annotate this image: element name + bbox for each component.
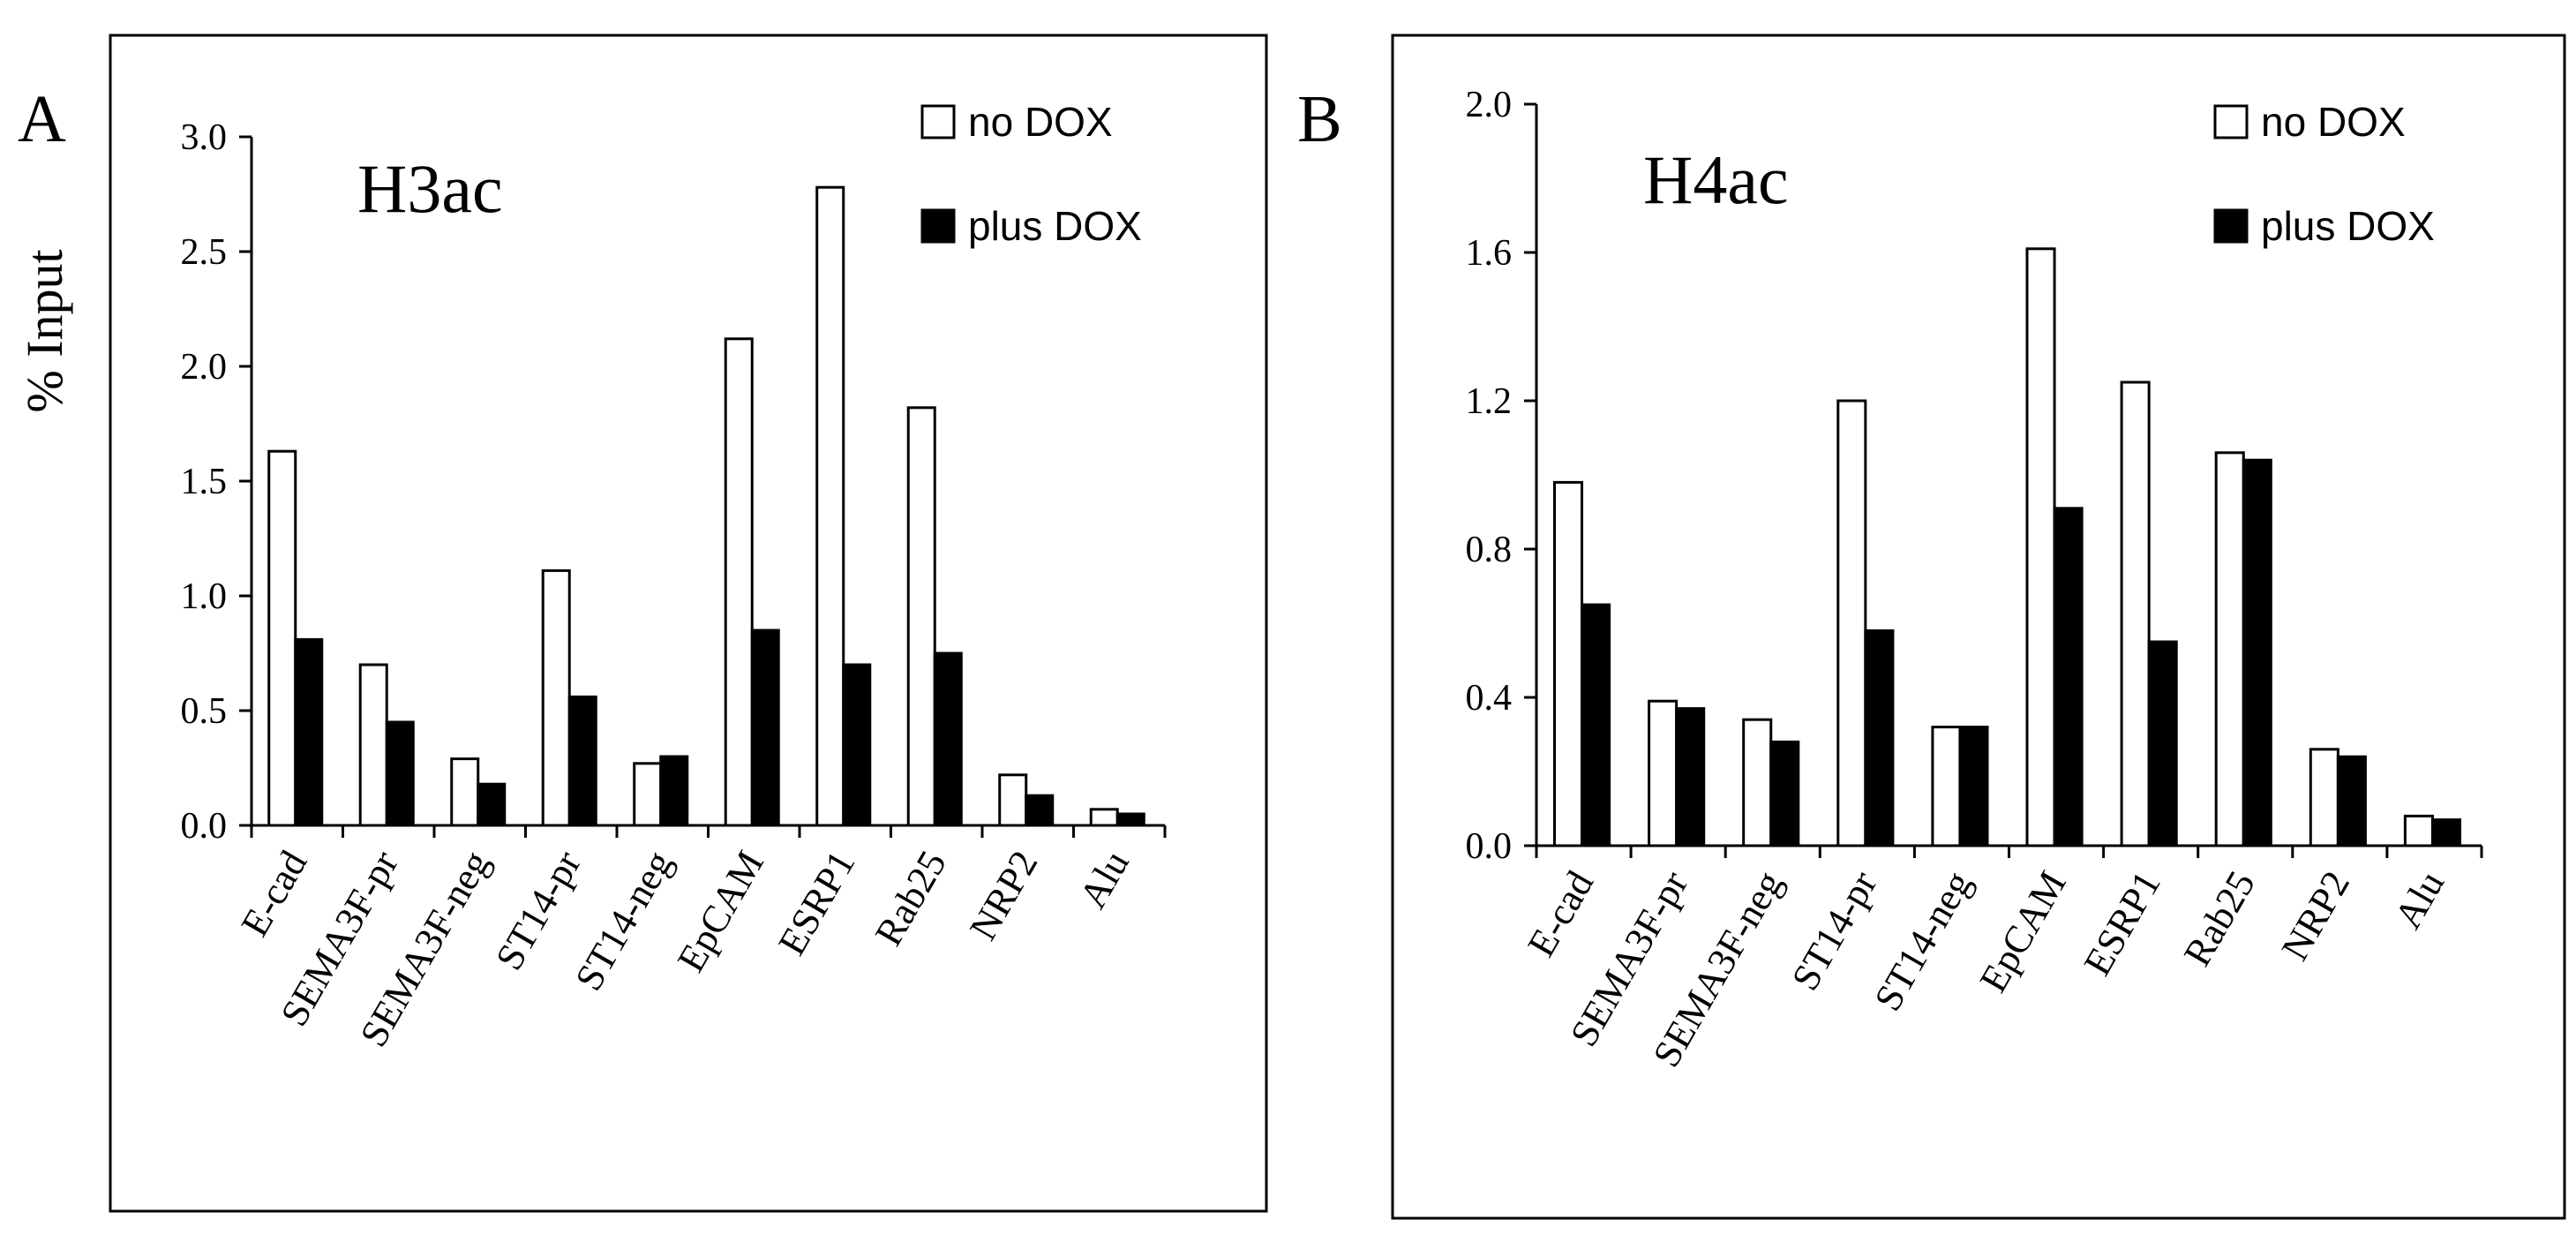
- bar-no-dox: [2403, 814, 2434, 847]
- bar-plus-dox: [1769, 740, 1800, 847]
- y-tick-label: 0.5: [181, 691, 228, 732]
- bar-plus-dox: [2242, 458, 2272, 847]
- panel-frame: [109, 34, 1268, 1213]
- bar-no-dox: [998, 773, 1028, 827]
- bar-plus-dox: [385, 720, 415, 827]
- y-tick-label: 3.0: [181, 117, 228, 158]
- bar-no-dox: [358, 663, 388, 827]
- x-tick-label: ESRP1: [770, 844, 863, 963]
- x-tick-label: ST14-pr: [487, 843, 590, 977]
- bar-no-dox: [815, 185, 845, 827]
- panel-label: A: [18, 82, 66, 156]
- y-tick-label: 0.8: [1466, 530, 1513, 570]
- chart-title: H4ac: [1643, 141, 1789, 218]
- legend-swatch-no-dox: [920, 104, 956, 139]
- legend-label: no DOX: [968, 99, 1113, 145]
- bar-no-dox: [2309, 748, 2339, 847]
- bar-plus-dox: [477, 782, 507, 827]
- bar-no-dox: [2025, 247, 2056, 847]
- bar-plus-dox: [2147, 640, 2178, 847]
- legend-swatch-no-dox: [2213, 104, 2249, 139]
- bar-plus-dox: [1581, 603, 1611, 847]
- bar-plus-dox: [933, 651, 963, 827]
- bar-no-dox: [724, 337, 754, 827]
- panel-label: B: [1297, 82, 1342, 156]
- bar-plus-dox: [1958, 726, 1989, 847]
- panel-a: A0.00.51.01.52.02.53.0% InputH3acE-cadSE…: [16, 34, 1268, 1213]
- y-tick-label: 1.6: [1466, 233, 1513, 274]
- x-tick-label: EpCAM: [1971, 864, 2075, 1000]
- y-tick-label: 1.0: [181, 576, 228, 617]
- y-tick-label: 2.0: [1466, 85, 1513, 125]
- bar-plus-dox: [1864, 629, 1895, 847]
- bar-no-dox: [2214, 451, 2245, 847]
- x-tick-label: NRP2: [2273, 864, 2358, 968]
- y-tick-label: 2.5: [181, 232, 228, 273]
- bar-plus-dox: [294, 637, 324, 827]
- bar-no-dox: [1552, 480, 1584, 847]
- y-tick-label: 0.0: [181, 806, 228, 847]
- x-tick-label: E-cad: [233, 844, 316, 944]
- bar-no-dox: [1089, 808, 1119, 827]
- bar-no-dox: [1648, 699, 1679, 847]
- y-tick-label: 0.0: [1466, 826, 1513, 867]
- x-tick-label: Alu: [2386, 864, 2452, 937]
- bar-plus-dox: [2336, 755, 2367, 847]
- bar-no-dox: [450, 757, 480, 827]
- panel-b: B0.00.40.81.21.62.0H4acE-cadSEMA3F-prSEM…: [1297, 34, 2566, 1220]
- x-tick-label: Rab25: [867, 844, 955, 953]
- chart-title: H3ac: [357, 150, 503, 227]
- bar-plus-dox: [659, 755, 689, 827]
- bar-plus-dox: [1115, 812, 1145, 827]
- x-tick-label: ST14-pr: [1784, 863, 1886, 998]
- y-tick-label: 1.5: [181, 462, 228, 502]
- x-tick-label: Rab25: [2175, 864, 2264, 974]
- bar-plus-dox: [2430, 818, 2462, 847]
- y-tick-label: 2.0: [181, 347, 228, 388]
- bar-plus-dox: [842, 663, 872, 827]
- x-tick-label: ESRP1: [2076, 864, 2169, 983]
- bar-plus-dox: [2053, 507, 2084, 847]
- legend-swatch-plus-dox: [920, 208, 956, 244]
- bar-no-dox: [633, 762, 663, 827]
- y-tick-label: 0.4: [1466, 678, 1513, 719]
- legend-label: plus DOX: [2261, 203, 2435, 249]
- bar-no-dox: [541, 569, 571, 827]
- y-tick-label: 1.2: [1466, 381, 1513, 422]
- bar-no-dox: [1742, 718, 1773, 847]
- legend-label: plus DOX: [968, 203, 1142, 249]
- x-tick-label: EpCAM: [669, 844, 772, 980]
- bar-no-dox: [1836, 399, 1867, 847]
- y-axis-label: % Input: [16, 249, 73, 412]
- bar-no-dox: [2120, 380, 2151, 847]
- bar-plus-dox: [750, 629, 780, 827]
- x-tick-label: NRP2: [961, 844, 1046, 948]
- bar-plus-dox: [1675, 707, 1706, 847]
- bar-no-dox: [906, 406, 936, 827]
- bar-no-dox: [267, 449, 297, 827]
- panel-frame: [1391, 34, 2566, 1220]
- bar-plus-dox: [567, 695, 597, 827]
- x-tick-label: E-cad: [1519, 864, 1602, 964]
- legend-swatch-plus-dox: [2213, 208, 2249, 244]
- bar-plus-dox: [1025, 794, 1055, 827]
- x-tick-label: Alu: [1070, 844, 1137, 916]
- bar-no-dox: [1931, 726, 1962, 847]
- legend-label: no DOX: [2261, 99, 2406, 145]
